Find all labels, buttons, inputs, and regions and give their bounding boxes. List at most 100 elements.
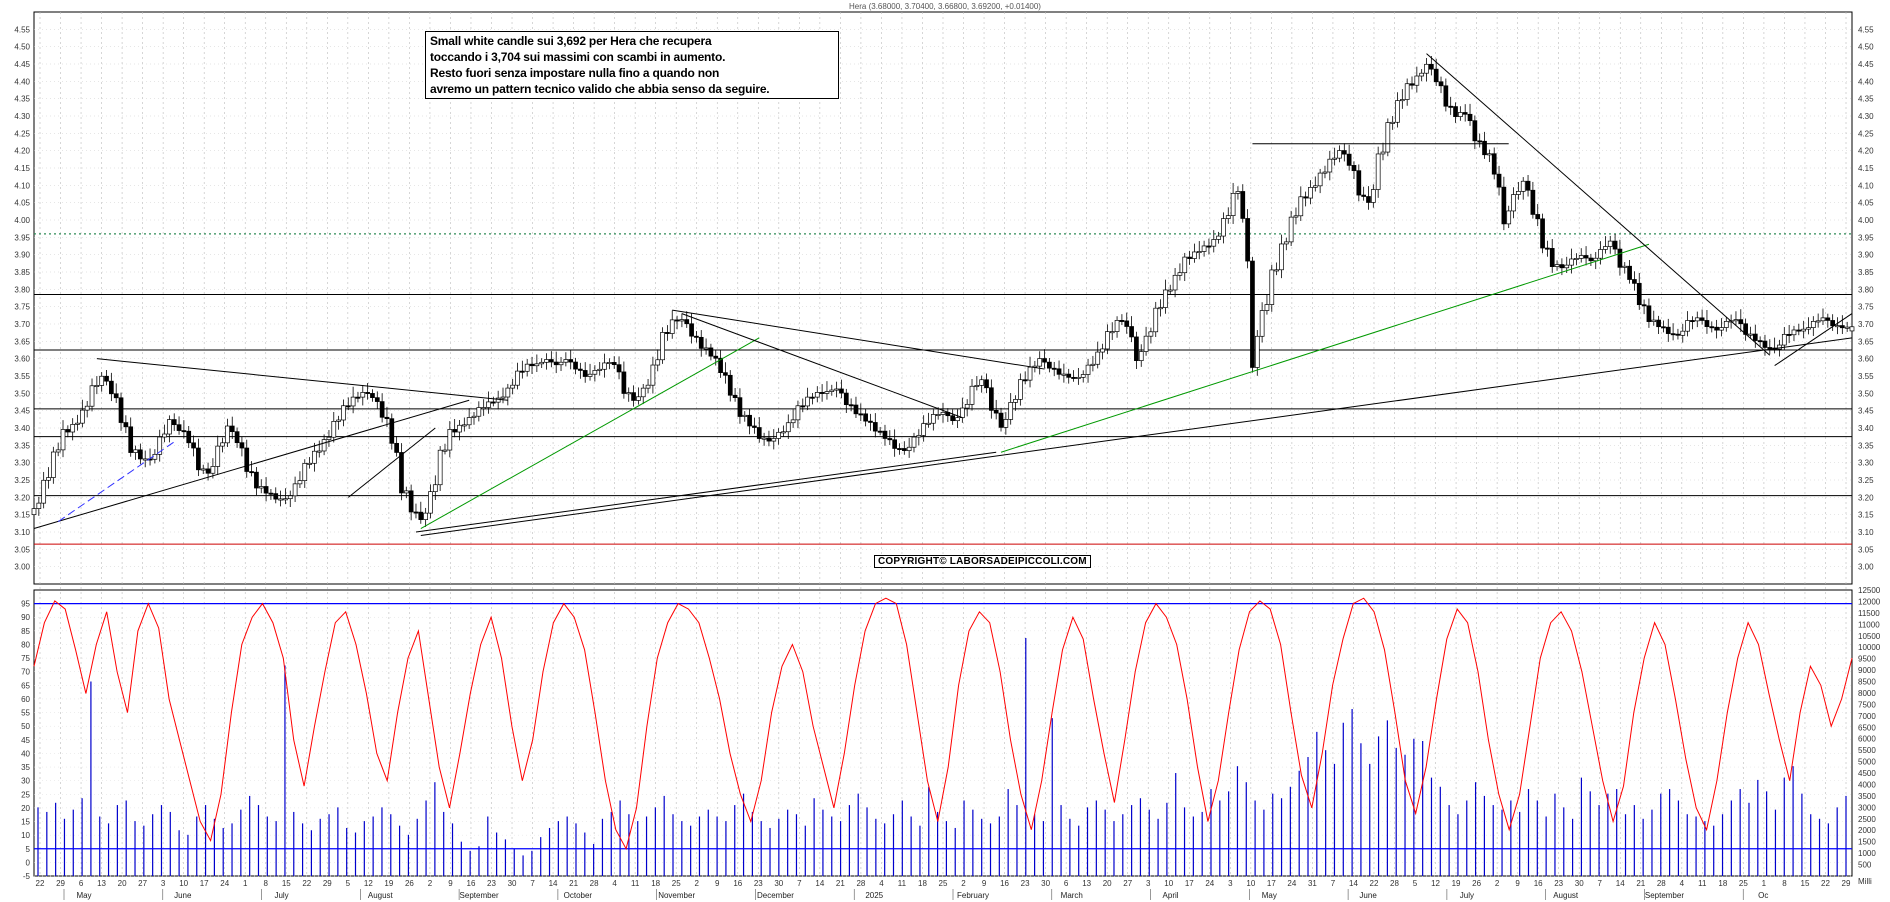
candle-body [1680, 330, 1686, 336]
candle-body [781, 431, 786, 434]
candle-body [1685, 320, 1690, 332]
candle-body [1148, 331, 1154, 337]
x-tick-day: 2 [428, 879, 433, 888]
x-tick-day: 12 [364, 879, 373, 888]
candle-body [389, 418, 395, 444]
candle-body [418, 511, 424, 520]
candle-body [573, 361, 578, 370]
candle-body [747, 414, 752, 427]
candle-body [399, 452, 404, 494]
candle-body [1578, 255, 1584, 259]
x-tick-month: September [460, 891, 499, 900]
y-tick-right: 4.55 [1858, 25, 1874, 34]
x-tick-day: 16 [467, 879, 476, 888]
trendline [681, 313, 963, 419]
y-tick-left: 4.25 [14, 129, 30, 138]
x-tick-day: 28 [1657, 879, 1666, 888]
x-tick-day: 18 [1718, 879, 1727, 888]
candle-body [1395, 100, 1400, 123]
candle-body [1820, 317, 1826, 322]
y-tick-left: 4.40 [14, 77, 30, 86]
oscillator-line [33, 597, 1853, 851]
candle-body [1545, 247, 1550, 250]
candle-body [553, 361, 559, 366]
candle-body [1225, 215, 1231, 219]
x-tick-month: March [1061, 891, 1083, 900]
candle-body [1138, 351, 1144, 361]
trendline [347, 427, 436, 498]
y-tick-left: 3.90 [14, 251, 30, 260]
candle-body [1564, 264, 1570, 269]
x-tick-day: 30 [1041, 879, 1050, 888]
x-tick-day: 20 [118, 879, 127, 888]
volume-y-tick: 12000 [1858, 597, 1881, 606]
volume-y-tick: 4000 [1858, 780, 1876, 789]
candle-body [655, 359, 661, 366]
copyright-watermark: COPYRIGHT© LABORSADEIPICCOLI.COM [874, 555, 1091, 568]
candle-body [437, 449, 443, 486]
candle-body [345, 405, 351, 408]
candle-body [1303, 196, 1308, 199]
candle-body [1598, 249, 1603, 259]
candle-body [911, 436, 917, 448]
x-tick-day: 22 [1370, 879, 1379, 888]
y-tick-left: 3.40 [14, 424, 30, 433]
candle-body [669, 319, 675, 334]
y-tick-right: 3.90 [1858, 251, 1874, 260]
x-tick-day: 25 [939, 879, 948, 888]
candle-body [181, 430, 187, 433]
candle-body [500, 396, 506, 399]
x-tick-day: 1 [243, 879, 248, 888]
volume-y-tick: 7000 [1858, 712, 1876, 721]
candle-body [534, 363, 540, 367]
x-tick-day: 11 [1698, 879, 1707, 888]
x-tick-month: June [1359, 891, 1377, 900]
x-tick-day: 22 [1821, 879, 1830, 888]
volume-y-tick: 3000 [1858, 803, 1876, 812]
candle-body [229, 425, 235, 433]
candle-body [1008, 402, 1014, 420]
x-tick-day: 21 [569, 879, 578, 888]
candle-body [1559, 264, 1565, 269]
candle-body [964, 403, 970, 409]
candle-body-last [1849, 326, 1855, 332]
candle-body [1636, 283, 1642, 306]
candle-body [1013, 399, 1018, 403]
x-tick-day: 14 [1616, 879, 1625, 888]
candle-body [1612, 240, 1618, 250]
candle-body [452, 429, 458, 433]
candle-body [834, 388, 839, 391]
candle-body [993, 409, 999, 414]
volume-y-tick: 1500 [1858, 838, 1876, 847]
x-tick-month: April [1163, 891, 1179, 900]
candle-body [694, 335, 699, 338]
candle-body [703, 347, 709, 350]
candle-body [1748, 333, 1753, 336]
candle-body [1709, 326, 1715, 329]
candle-body [50, 451, 56, 478]
volume-y-tick: 3500 [1858, 792, 1876, 801]
x-tick-day: 8 [264, 879, 269, 888]
volume-y-tick: 2500 [1858, 815, 1876, 824]
candle-body [379, 401, 385, 418]
candle-body [1056, 368, 1062, 375]
x-tick-day: 28 [1390, 879, 1399, 888]
x-tick-day: 12 [1431, 879, 1440, 888]
candle-body [200, 468, 206, 471]
oscillator-y-tick: 45 [21, 736, 30, 745]
candle-body [1163, 289, 1168, 308]
x-tick-day: 3 [1146, 879, 1151, 888]
candle-body [1047, 361, 1052, 369]
candle-body [1051, 367, 1057, 370]
oscillator-y-tick: 55 [21, 709, 30, 718]
x-tick-month: October [564, 891, 593, 900]
candle-body [1617, 248, 1623, 268]
x-tick-day: 10 [179, 879, 188, 888]
x-tick-day: 20 [1103, 879, 1112, 888]
y-tick-right: 3.05 [1858, 545, 1874, 554]
candle-body [1283, 241, 1289, 245]
x-tick-month: June [174, 891, 192, 900]
candle-body [1458, 112, 1463, 117]
y-tick-right: 4.45 [1858, 60, 1874, 69]
y-tick-left: 4.20 [14, 147, 30, 156]
